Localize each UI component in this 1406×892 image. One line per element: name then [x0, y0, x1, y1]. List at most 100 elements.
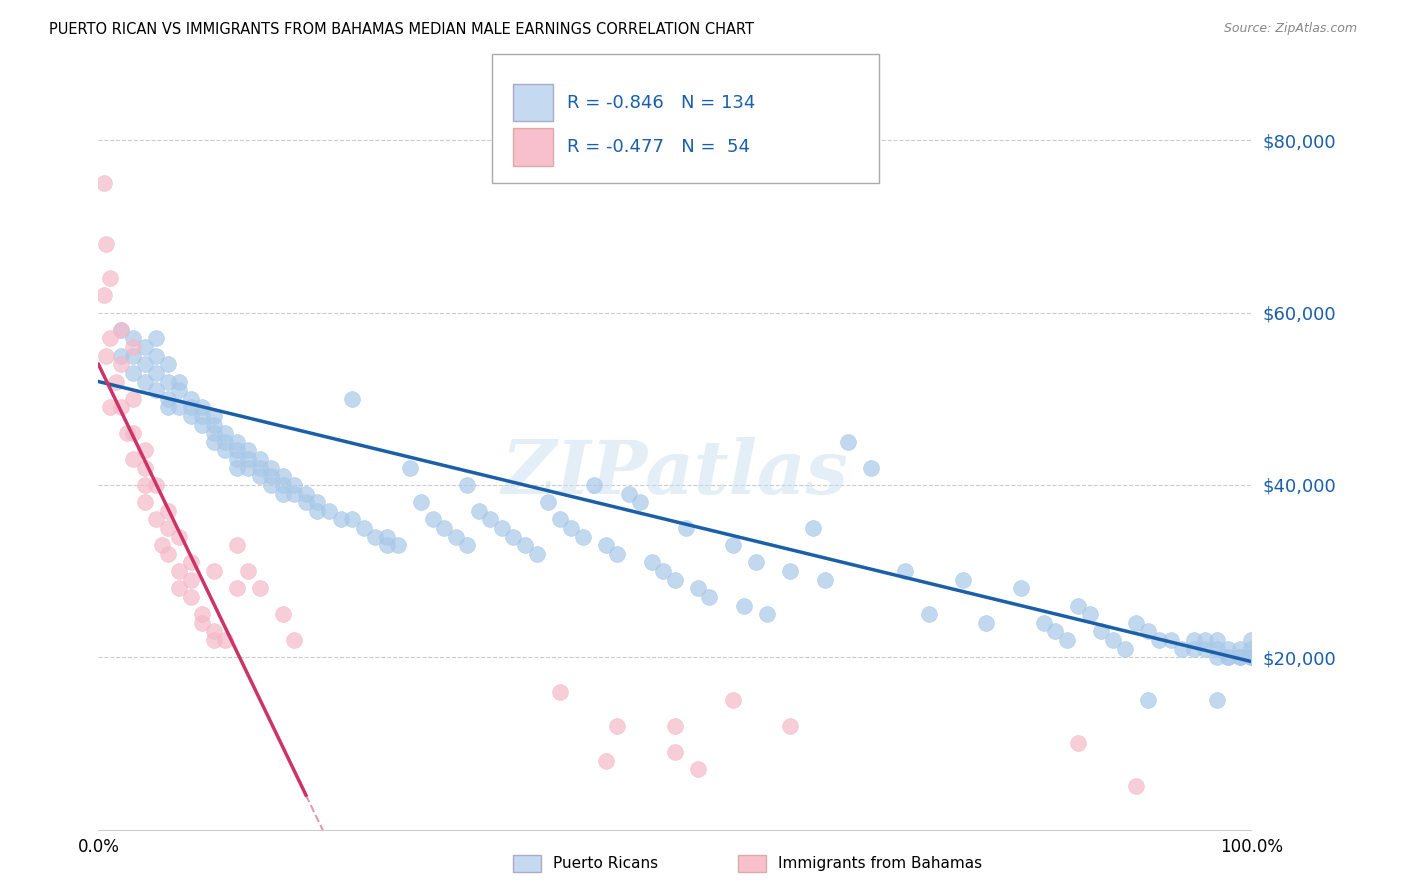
Point — [104, 375, 127, 389]
Point — [699, 590, 721, 604]
Point — [238, 460, 260, 475]
Point — [456, 478, 478, 492]
Point — [191, 615, 214, 630]
Point — [1114, 641, 1136, 656]
Point — [617, 486, 640, 500]
Point — [214, 434, 236, 449]
Point — [122, 366, 145, 380]
Point — [444, 530, 467, 544]
Point — [134, 443, 156, 458]
Point — [110, 323, 132, 337]
Point — [456, 538, 478, 552]
Point — [606, 547, 628, 561]
Point — [191, 409, 214, 423]
Point — [283, 486, 305, 500]
Point — [595, 538, 617, 552]
Point — [837, 434, 859, 449]
Point — [134, 478, 156, 492]
Point — [225, 434, 247, 449]
Point — [307, 504, 329, 518]
Point — [167, 582, 190, 596]
Point — [122, 452, 145, 467]
Point — [664, 573, 686, 587]
Point — [1102, 633, 1125, 648]
Point — [1205, 650, 1227, 665]
Point — [917, 607, 939, 622]
Point — [167, 530, 190, 544]
Point — [779, 719, 801, 733]
Point — [1182, 641, 1205, 656]
Point — [295, 486, 318, 500]
Point — [249, 469, 271, 483]
Point — [260, 469, 283, 483]
Point — [814, 573, 837, 587]
Text: Source: ZipAtlas.com: Source: ZipAtlas.com — [1223, 22, 1357, 36]
Point — [180, 409, 202, 423]
Point — [271, 607, 294, 622]
Point — [156, 375, 179, 389]
Point — [122, 426, 145, 441]
Point — [1205, 641, 1227, 656]
Point — [652, 564, 675, 578]
Point — [1078, 607, 1101, 622]
Point — [122, 340, 145, 354]
Point — [202, 434, 225, 449]
Point — [1240, 650, 1263, 665]
Point — [180, 590, 202, 604]
Point — [156, 504, 179, 518]
Point — [122, 331, 145, 345]
Point — [202, 633, 225, 648]
Point — [664, 719, 686, 733]
Text: PUERTO RICAN VS IMMIGRANTS FROM BAHAMAS MEDIAN MALE EARNINGS CORRELATION CHART: PUERTO RICAN VS IMMIGRANTS FROM BAHAMAS … — [49, 22, 754, 37]
Point — [801, 521, 824, 535]
Point — [156, 521, 179, 535]
Point — [202, 426, 225, 441]
Point — [145, 512, 167, 526]
Point — [93, 177, 115, 191]
Point — [191, 607, 214, 622]
Point — [628, 495, 651, 509]
Point — [180, 573, 202, 587]
Point — [110, 349, 132, 363]
Point — [122, 349, 145, 363]
Point — [398, 460, 420, 475]
Text: ZIPatlas: ZIPatlas — [502, 437, 848, 509]
Point — [1194, 641, 1216, 656]
Point — [110, 401, 132, 415]
Point — [686, 582, 709, 596]
Point — [98, 331, 121, 345]
Point — [225, 538, 247, 552]
Point — [641, 556, 664, 570]
Point — [1160, 633, 1182, 648]
Point — [156, 547, 179, 561]
Point — [479, 512, 502, 526]
Point — [98, 271, 121, 285]
Point — [134, 460, 156, 475]
Point — [134, 495, 156, 509]
Text: R = -0.477   N =  54: R = -0.477 N = 54 — [567, 138, 749, 156]
Point — [1240, 641, 1263, 656]
Point — [238, 564, 260, 578]
Point — [1240, 633, 1263, 648]
Point — [145, 383, 167, 397]
Point — [491, 521, 513, 535]
Text: Immigrants from Bahamas: Immigrants from Bahamas — [778, 856, 981, 871]
Point — [353, 521, 375, 535]
Point — [167, 564, 190, 578]
Point — [571, 530, 593, 544]
Point — [1125, 780, 1147, 794]
Point — [560, 521, 582, 535]
Point — [1194, 633, 1216, 648]
Point — [387, 538, 409, 552]
Point — [664, 745, 686, 759]
Point — [283, 478, 305, 492]
Point — [1229, 650, 1251, 665]
Point — [859, 460, 882, 475]
Point — [411, 495, 433, 509]
Point — [249, 452, 271, 467]
Point — [156, 401, 179, 415]
Point — [167, 401, 190, 415]
Point — [202, 624, 225, 639]
Point — [1032, 615, 1054, 630]
Point — [180, 556, 202, 570]
